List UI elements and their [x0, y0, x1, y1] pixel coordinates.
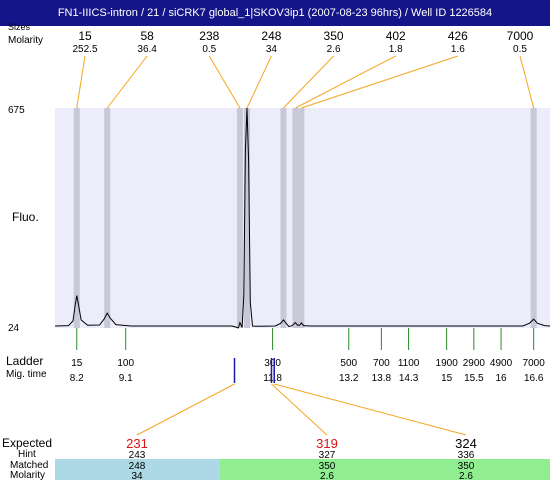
hint-value: 336 — [458, 450, 475, 461]
peak-connector — [295, 55, 396, 109]
y-max-label: 675 — [8, 105, 25, 116]
molarity-header-label: Molarity — [8, 35, 44, 46]
ladder-size-label: 15 — [71, 358, 83, 369]
y-min-label: 24 — [8, 323, 20, 334]
peak-size-label: 15 — [78, 29, 92, 43]
ladder-size-label: 2900 — [463, 358, 486, 369]
peak-molarity-label: 0.5 — [202, 44, 216, 55]
peak-connector — [76, 55, 86, 109]
ladder-size-label: 4900 — [490, 358, 513, 369]
matched-bar-blue — [55, 459, 220, 480]
molarity-row-label: Molarity — [10, 470, 46, 481]
ladder-mig-time-label: 11.8 — [263, 373, 282, 384]
peak-size-label: 402 — [386, 29, 406, 43]
peak-molarity-label: 0.5 — [513, 44, 527, 55]
peak-band-4 — [280, 108, 287, 328]
peak-molarity-label: 252.5 — [72, 44, 97, 55]
ladder-mig-time-label: 16 — [495, 373, 507, 384]
peak-size-label: 350 — [324, 29, 344, 43]
matched-value: 350 — [319, 461, 336, 472]
ladder-mig-time-label: 8.2 — [70, 373, 84, 384]
ladder-size-label: 7000 — [523, 358, 546, 369]
chart-title: FN1-IIICS-intron / 21 / siCRK7 global_1|… — [0, 0, 550, 26]
peak-size-label: 238 — [199, 29, 219, 43]
peak-molarity-label: 34 — [266, 44, 278, 55]
peak-band-0 — [73, 108, 80, 328]
matched-value: 248 — [129, 461, 146, 472]
ladder-size-label: 1100 — [398, 358, 420, 369]
peak-band-5 — [292, 108, 299, 328]
peak-size-label: 7000 — [507, 29, 534, 43]
peak-band-6 — [298, 108, 305, 328]
peak-band-7 — [530, 108, 537, 328]
peak-connector — [106, 55, 148, 109]
expected-connector — [136, 383, 235, 436]
peak-connector — [208, 55, 241, 109]
ladder-size-label: 300 — [264, 358, 281, 369]
fluorescence-trace — [54, 107, 550, 329]
expected-label: Expected — [2, 436, 53, 450]
expected-value: 324 — [455, 436, 477, 451]
matched-bar-green — [220, 459, 550, 480]
hint-value: 327 — [319, 450, 336, 461]
expected-connector — [271, 383, 328, 436]
peak-connector — [246, 55, 272, 109]
matched-label: Matched — [10, 460, 49, 471]
peak-size-label: 248 — [261, 29, 281, 43]
hint-label: Hint — [18, 449, 36, 460]
mig-time-label: Mig. time — [6, 369, 47, 380]
expected-connector — [274, 383, 467, 436]
molarity-value: 2.6 — [459, 471, 473, 480]
peak-connector — [301, 55, 459, 109]
hint-value: 243 — [129, 450, 146, 461]
peak-connector — [519, 55, 535, 109]
ladder-label: Ladder — [6, 354, 44, 368]
expected-value: 319 — [316, 436, 338, 451]
ladder-mig-time-label: 16.6 — [524, 373, 544, 384]
ladder-size-label: 1900 — [436, 358, 459, 369]
ladder-mig-time-label: 13.2 — [339, 373, 359, 384]
ladder-size-label: 100 — [117, 358, 134, 369]
expected-value: 231 — [126, 436, 148, 451]
peak-band-1 — [104, 108, 111, 328]
y-axis-label: Fluo. — [12, 210, 39, 224]
peak-band-3 — [244, 108, 251, 328]
ladder-mig-time-label: 14.3 — [399, 373, 419, 384]
ladder-mig-time-label: 15 — [441, 373, 453, 384]
peak-size-label: 58 — [140, 29, 154, 43]
peak-connector — [283, 55, 334, 109]
ladder-size-label: 700 — [373, 358, 390, 369]
sizes-label: Sizes — [8, 22, 31, 32]
molarity-value: 2.6 — [320, 471, 334, 480]
matched-value: 350 — [458, 461, 475, 472]
peak-molarity-label: 36.4 — [137, 44, 157, 55]
molarity-value: 34 — [131, 471, 143, 480]
ladder-mig-time-label: 15.5 — [464, 373, 484, 384]
ladder-size-label: 500 — [340, 358, 357, 369]
peak-molarity-label: 1.6 — [451, 44, 465, 55]
ladder-mig-time-label: 9.1 — [119, 373, 133, 384]
peak-molarity-label: 2.6 — [327, 44, 341, 55]
peak-molarity-label: 1.8 — [389, 44, 403, 55]
ladder-mig-time-label: 13.8 — [372, 373, 392, 384]
peak-size-label: 426 — [448, 29, 468, 43]
peak-band-2 — [236, 108, 243, 328]
